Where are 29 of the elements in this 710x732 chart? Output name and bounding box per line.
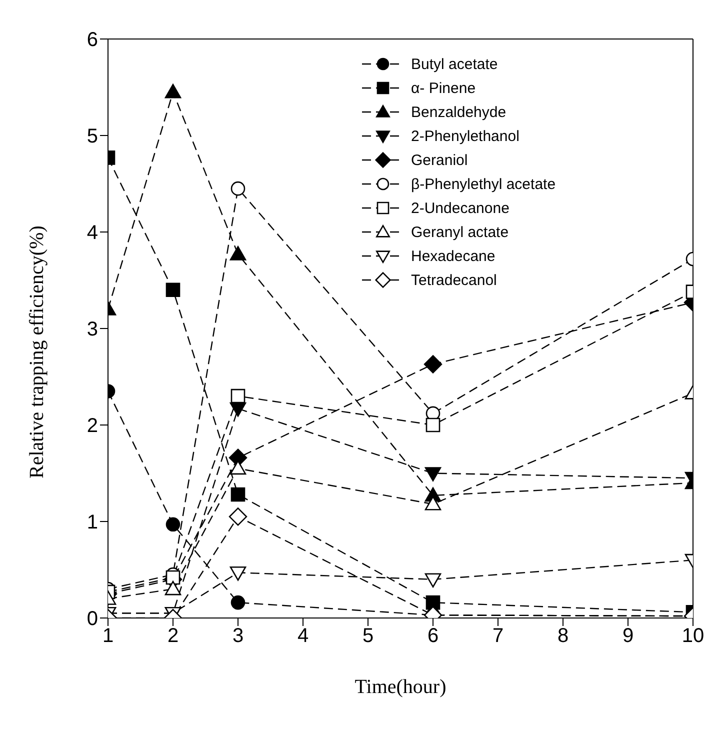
y-axis-title: Relative trapping efficiency(%) [26,226,48,478]
x-axis-title: Time(hour) [354,676,446,698]
y-tick-label: 4 [86,222,98,244]
x-tick-label: 7 [492,625,504,648]
legend-label: Butyl acetate [411,56,498,72]
x-tick-label: 9 [622,625,634,648]
x-tick-label: 10 [682,625,704,648]
y-tick-label: 6 [86,29,98,52]
legend-label: 2-Undecanone [411,200,510,216]
x-tick-label: 8 [557,625,569,648]
y-tick-label: 0 [86,608,98,630]
y-tick-label: 1 [86,512,98,534]
y-tick-label: 3 [86,318,98,341]
legend-label: β-Phenylethyl acetate [411,176,556,192]
legend-label: α- Pinene [411,80,476,96]
y-tick-label: 2 [86,415,98,438]
legend-label: Hexadecane [411,248,496,264]
x-tick-label: 5 [362,625,374,648]
x-tick-label: 4 [297,625,309,648]
legend-label: Benzaldehyde [411,104,506,120]
legend-label: Geranyl actate [411,224,509,240]
x-tick-label: 3 [232,625,244,648]
legend-label: 2-Phenylethanol [411,128,520,144]
legend-label: Tetradecanol [411,272,497,288]
x-tick-label: 1 [102,625,114,648]
y-tick-label: 5 [86,126,98,148]
x-tick-label: 6 [427,625,439,648]
x-tick-label: 2 [167,625,179,648]
legend-label: Geraniol [411,152,468,168]
